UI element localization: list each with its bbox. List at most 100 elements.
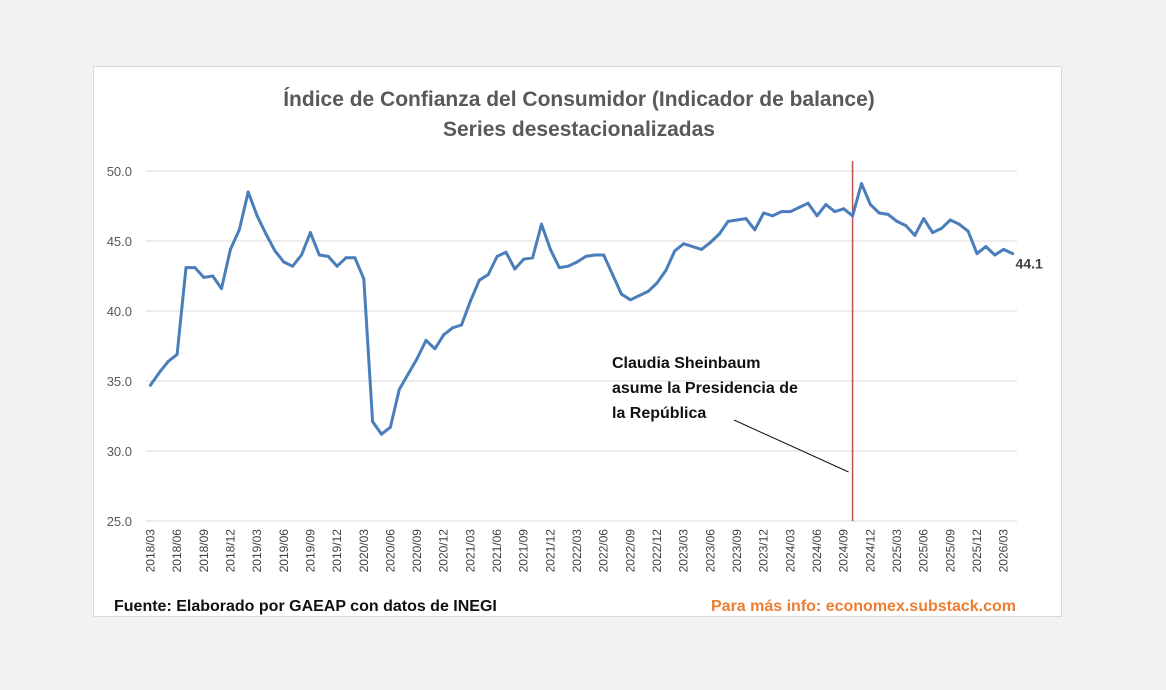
x-tick-label: 2022/09 xyxy=(623,529,637,573)
data-point xyxy=(957,222,961,226)
data-point xyxy=(557,266,561,270)
x-tick-label: 2024/12 xyxy=(863,529,877,573)
x-tick-label: 2019/09 xyxy=(303,529,317,573)
data-point xyxy=(246,190,250,194)
data-point xyxy=(726,219,730,223)
line-chart: Índice de Confianza del Consumidor (Indi… xyxy=(107,88,1043,615)
data-point xyxy=(806,201,810,205)
data-point xyxy=(575,260,579,264)
data-point xyxy=(584,254,588,258)
data-point xyxy=(211,274,215,278)
data-point xyxy=(442,333,446,337)
data-point xyxy=(744,217,748,221)
data-point xyxy=(966,229,970,233)
x-tick-label: 2026/03 xyxy=(997,529,1011,573)
data-point xyxy=(877,211,881,215)
info-link[interactable]: Para más info: economex.substack.com xyxy=(711,598,1016,615)
y-axis: 25.0 30.0 35.0 40.0 45.0 50.0 xyxy=(107,164,132,529)
data-point xyxy=(220,287,224,291)
x-tick-label: 2025/06 xyxy=(917,529,931,573)
x-tick-label: 2023/12 xyxy=(757,529,771,573)
x-tick-label: 2024/03 xyxy=(783,529,797,573)
x-tick-label: 2018/06 xyxy=(170,529,184,573)
data-point xyxy=(344,256,348,260)
chart-card: Índice de Confianza del Consumidor (Indi… xyxy=(93,66,1062,617)
x-tick-label: 2022/12 xyxy=(650,529,664,573)
data-point xyxy=(406,372,410,376)
annotation: Claudia Sheinbaum asume la Presidencia de… xyxy=(612,355,798,422)
data-point xyxy=(619,292,623,296)
data-point xyxy=(628,298,632,302)
data-point xyxy=(566,264,570,268)
data-point xyxy=(397,387,401,391)
data-point xyxy=(548,247,552,251)
data-point xyxy=(611,273,615,277)
data-point xyxy=(762,211,766,215)
x-tick-label: 2019/12 xyxy=(330,529,344,573)
data-point xyxy=(424,338,428,342)
data-point xyxy=(993,253,997,257)
data-point xyxy=(948,218,952,222)
x-tick-label: 2019/06 xyxy=(277,529,291,573)
data-point xyxy=(753,228,757,232)
data-point xyxy=(193,266,197,270)
x-tick-label: 2021/12 xyxy=(543,529,557,573)
data-point xyxy=(415,357,419,361)
data-point xyxy=(175,352,179,356)
data-point xyxy=(362,277,366,281)
x-tick-label: 2024/06 xyxy=(810,529,824,573)
annotation-line: Claudia Sheinbaum xyxy=(612,355,760,372)
x-tick-label: 2018/12 xyxy=(223,529,237,573)
data-point xyxy=(673,249,677,253)
data-point xyxy=(504,250,508,254)
data-point xyxy=(797,205,801,209)
data-point xyxy=(380,432,384,436)
data-point xyxy=(433,347,437,351)
x-tick-label: 2019/03 xyxy=(250,529,264,573)
data-point xyxy=(540,222,544,226)
data-point xyxy=(708,240,712,244)
data-point xyxy=(460,323,464,327)
annotation-line: la República xyxy=(612,405,706,422)
data-point xyxy=(468,299,472,303)
x-tick-label: 2021/03 xyxy=(463,529,477,573)
data-point xyxy=(513,267,517,271)
source-note: Fuente: Elaborado por GAEAP con datos de… xyxy=(114,598,497,615)
data-point xyxy=(646,289,650,293)
x-axis: 2018/03 2018/06 2018/09 2018/12 2019/03 2019/… xyxy=(143,529,1010,573)
data-point xyxy=(291,264,295,268)
data-point xyxy=(984,245,988,249)
data-point xyxy=(282,260,286,264)
x-tick-label: 2020/06 xyxy=(383,529,397,573)
data-point xyxy=(904,224,908,228)
series-line xyxy=(148,182,1015,436)
data-point xyxy=(371,420,375,424)
x-tick-label: 2020/03 xyxy=(357,529,371,573)
data-point xyxy=(300,253,304,257)
data-point xyxy=(602,253,606,257)
data-point xyxy=(931,231,935,235)
data-point xyxy=(691,245,695,249)
end-value-label: 44.1 xyxy=(1016,256,1043,272)
series-layer xyxy=(148,182,1015,436)
data-point xyxy=(1002,247,1006,251)
x-tick-label: 2018/09 xyxy=(197,529,211,573)
x-tick-label: 2023/03 xyxy=(677,529,691,573)
data-point xyxy=(655,281,659,285)
data-point xyxy=(833,210,837,214)
data-point xyxy=(335,264,339,268)
data-point xyxy=(273,249,277,253)
data-point xyxy=(495,254,499,258)
data-point xyxy=(1011,252,1015,256)
data-point xyxy=(771,214,775,218)
data-point xyxy=(486,273,490,277)
data-point xyxy=(451,326,455,330)
data-point xyxy=(913,233,917,237)
x-tick-label: 2023/06 xyxy=(703,529,717,573)
x-tick-label: 2024/09 xyxy=(837,529,851,573)
x-tick-label: 2022/03 xyxy=(570,529,584,573)
data-point xyxy=(717,232,721,236)
x-tick-label: 2020/09 xyxy=(410,529,424,573)
data-point xyxy=(842,207,846,211)
chart-subtitle: Series desestacionalizadas xyxy=(443,118,715,141)
